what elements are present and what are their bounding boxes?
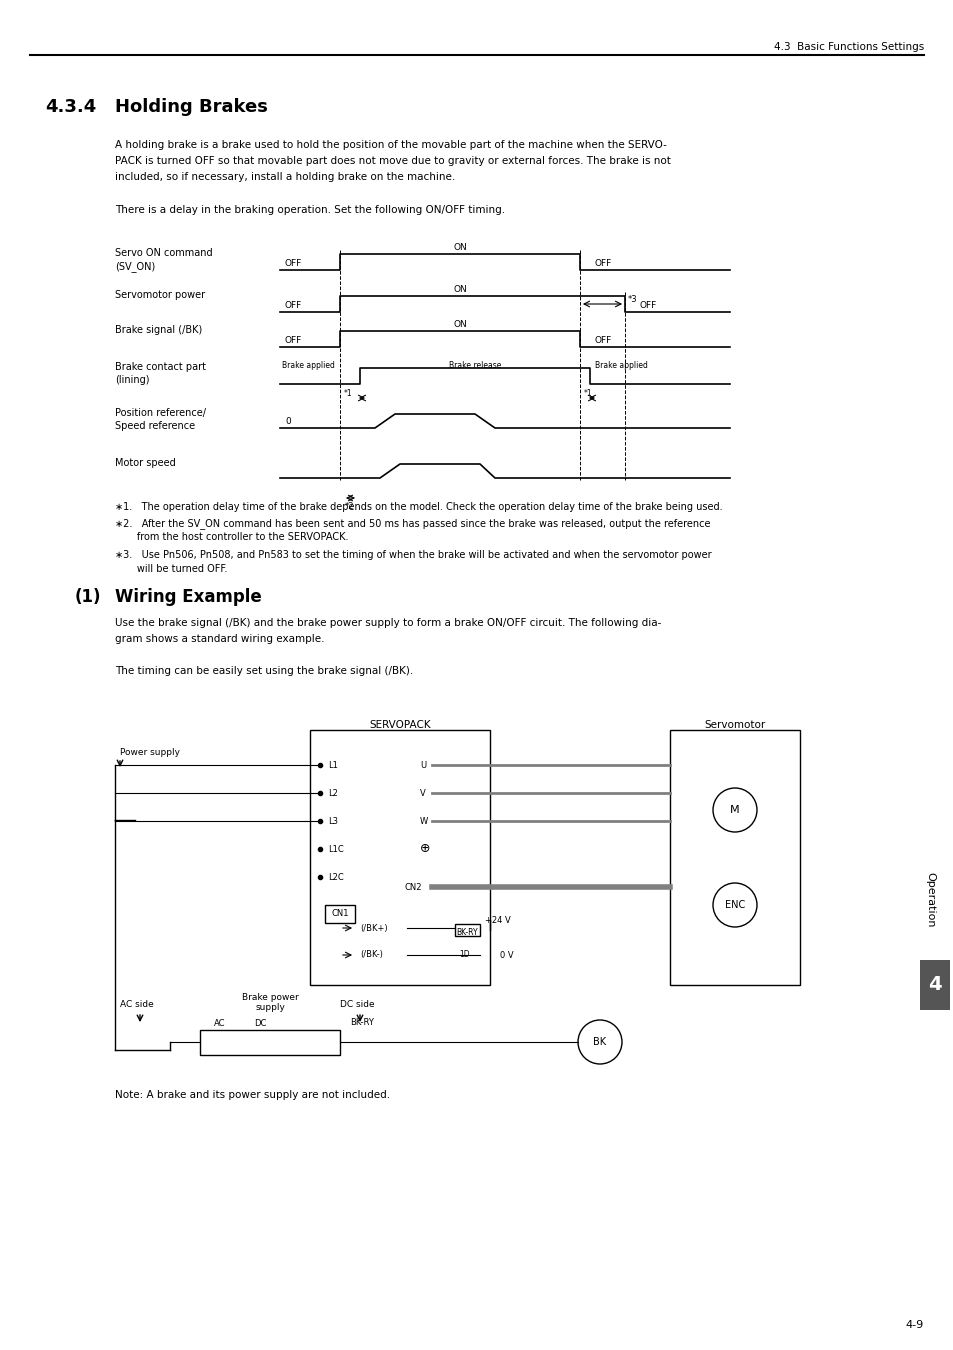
Text: OFF: OFF <box>285 336 302 346</box>
Text: Motor speed: Motor speed <box>115 458 175 468</box>
Text: Brake release: Brake release <box>448 360 500 370</box>
Bar <box>310 730 490 986</box>
Bar <box>669 730 800 986</box>
Text: will be turned OFF.: will be turned OFF. <box>115 564 227 574</box>
Text: *1: *1 <box>583 390 592 398</box>
Text: *2: *2 <box>345 502 355 512</box>
Circle shape <box>578 1021 621 1064</box>
Text: L1C: L1C <box>328 845 343 853</box>
Text: +24 V: +24 V <box>484 917 510 925</box>
Text: Position reference/: Position reference/ <box>115 408 206 418</box>
Text: Wiring Example: Wiring Example <box>115 589 261 606</box>
Text: A holding brake is a brake used to hold the position of the movable part of the : A holding brake is a brake used to hold … <box>115 140 666 150</box>
Text: CN1: CN1 <box>331 910 349 918</box>
Text: Speed reference: Speed reference <box>115 421 195 431</box>
Text: BK: BK <box>593 1037 606 1048</box>
Text: ON: ON <box>453 320 466 329</box>
Text: Holding Brakes: Holding Brakes <box>115 99 268 116</box>
Text: Brake signal (/BK): Brake signal (/BK) <box>115 325 202 335</box>
Text: Servo ON command: Servo ON command <box>115 248 213 258</box>
Text: Note: A brake and its power supply are not included.: Note: A brake and its power supply are n… <box>115 1089 390 1100</box>
Text: (lining): (lining) <box>115 375 150 385</box>
Text: Brake applied: Brake applied <box>595 360 647 370</box>
Text: Servomotor: Servomotor <box>703 720 765 730</box>
Text: OFF: OFF <box>595 336 612 346</box>
Text: 4.3  Basic Functions Settings: 4.3 Basic Functions Settings <box>773 42 923 53</box>
Text: U: U <box>419 760 426 770</box>
Text: L1: L1 <box>328 760 337 770</box>
Text: ⊕: ⊕ <box>419 842 430 856</box>
Bar <box>200 1030 339 1054</box>
Text: Servomotor power: Servomotor power <box>115 290 205 300</box>
Text: *1: *1 <box>343 390 352 398</box>
Text: Brake applied: Brake applied <box>282 360 335 370</box>
Text: 1D: 1D <box>459 950 470 958</box>
Text: 4-9: 4-9 <box>904 1320 923 1330</box>
Text: AC: AC <box>214 1019 226 1027</box>
Bar <box>455 923 479 936</box>
Circle shape <box>712 883 757 927</box>
Text: BK-RY: BK-RY <box>456 927 477 937</box>
Text: There is a delay in the braking operation. Set the following ON/OFF timing.: There is a delay in the braking operatio… <box>115 205 504 215</box>
Text: DC side: DC side <box>339 1000 375 1008</box>
Text: (/BK+): (/BK+) <box>359 923 387 933</box>
Text: V: V <box>419 788 425 798</box>
Text: L3: L3 <box>328 817 337 825</box>
Text: (/BK-): (/BK-) <box>359 950 382 960</box>
Text: gram shows a standard wiring example.: gram shows a standard wiring example. <box>115 634 324 644</box>
Text: Brake power
supply: Brake power supply <box>241 992 298 1012</box>
Text: ON: ON <box>453 285 466 294</box>
Text: W: W <box>419 817 428 825</box>
Text: (SV_ON): (SV_ON) <box>115 261 155 271</box>
Text: ∗2.   After the SV_ON command has been sent and 50 ms has passed since the brake: ∗2. After the SV_ON command has been sen… <box>115 518 710 529</box>
Text: ENC: ENC <box>724 900 744 910</box>
Text: PACK is turned OFF so that movable part does not move due to gravity or external: PACK is turned OFF so that movable part … <box>115 157 670 166</box>
Text: CN2: CN2 <box>405 883 422 891</box>
Text: OFF: OFF <box>595 259 612 269</box>
Text: ∗1.   The operation delay time of the brake depends on the model. Check the oper: ∗1. The operation delay time of the brak… <box>115 502 721 512</box>
Text: 4.3.4: 4.3.4 <box>45 99 96 116</box>
Bar <box>325 904 355 923</box>
Text: BK-RY: BK-RY <box>350 1018 374 1027</box>
Text: OFF: OFF <box>285 259 302 269</box>
Text: Operation: Operation <box>924 872 934 927</box>
Text: DC: DC <box>253 1019 266 1027</box>
Text: ON: ON <box>453 243 466 252</box>
Text: 0: 0 <box>285 417 291 427</box>
Text: included, so if necessary, install a holding brake on the machine.: included, so if necessary, install a hol… <box>115 171 455 182</box>
Text: ∗3.   Use Pn506, Pn508, and Pn583 to set the timing of when the brake will be ac: ∗3. Use Pn506, Pn508, and Pn583 to set t… <box>115 549 711 560</box>
Text: 4: 4 <box>927 976 941 995</box>
Text: L2: L2 <box>328 788 337 798</box>
Text: *3: *3 <box>627 296 637 305</box>
Bar <box>919 960 949 1010</box>
Text: SERVOPACK: SERVOPACK <box>369 720 431 730</box>
Text: The timing can be easily set using the brake signal (/BK).: The timing can be easily set using the b… <box>115 666 413 676</box>
Circle shape <box>712 788 757 832</box>
Text: OFF: OFF <box>285 301 302 310</box>
Text: M: M <box>729 805 739 815</box>
Text: L2C: L2C <box>328 872 343 882</box>
Text: from the host controller to the SERVOPACK.: from the host controller to the SERVOPAC… <box>115 532 348 541</box>
Text: Use the brake signal (/BK) and the brake power supply to form a brake ON/OFF cir: Use the brake signal (/BK) and the brake… <box>115 618 660 628</box>
Text: OFF: OFF <box>639 301 657 310</box>
Text: AC side: AC side <box>120 1000 153 1008</box>
Text: Power supply: Power supply <box>120 748 180 757</box>
Text: Brake contact part: Brake contact part <box>115 362 206 373</box>
Text: 0 V: 0 V <box>499 950 513 960</box>
Text: (1): (1) <box>75 589 101 606</box>
